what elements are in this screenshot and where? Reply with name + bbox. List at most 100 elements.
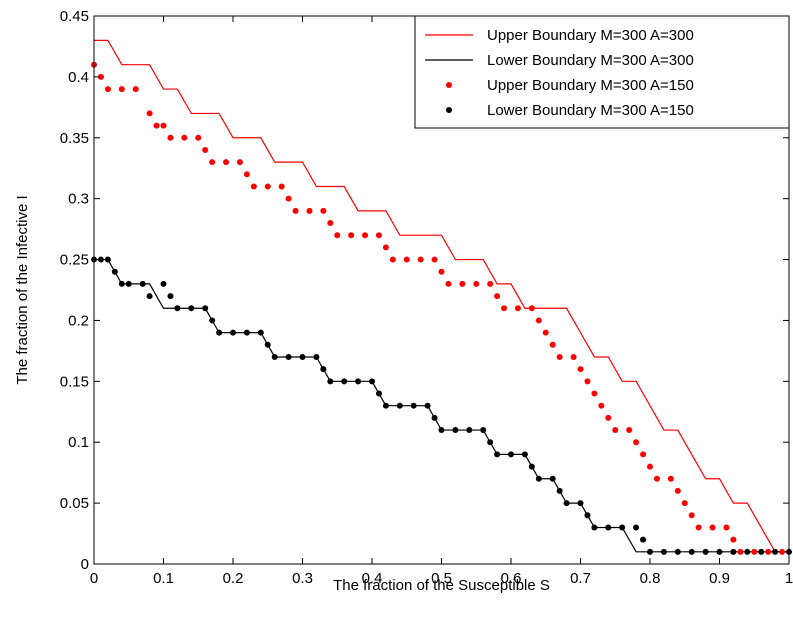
series-point-3 — [577, 500, 584, 507]
series-point-2 — [160, 122, 167, 129]
series-point-3 — [563, 500, 570, 507]
x-tick-label: 0.9 — [709, 570, 730, 587]
axis-ticks: 0 0.1 0.2 0.3 0.4 0.5 0.6 0.7 0.8 0.9 1 0 0.05 0.1 0.1… — [60, 8, 793, 587]
legend-label-0: Upper Boundary M=300 A=300 — [487, 27, 694, 44]
series-point-2 — [674, 487, 681, 494]
y-tick-label: 0.25 — [60, 252, 89, 269]
series-point-3 — [660, 548, 667, 555]
series-point-3 — [174, 305, 181, 312]
x-axis-label: The fraction of the Susceptible S — [333, 577, 550, 594]
series-point-2 — [688, 512, 695, 519]
series-point-3 — [209, 317, 216, 324]
series-point-2 — [236, 159, 243, 166]
series-point-2 — [612, 427, 619, 434]
series-point-2 — [535, 317, 542, 324]
series-point-3 — [494, 451, 501, 458]
series-point-3 — [688, 548, 695, 555]
x-tick-label: 0.4 — [362, 570, 383, 587]
series-point-2 — [501, 305, 508, 312]
series-point-2 — [153, 122, 160, 129]
series-point-2 — [264, 183, 271, 190]
series-point-2 — [348, 232, 355, 239]
y-tick-label: 0.1 — [68, 434, 89, 451]
series-point-2 — [709, 524, 716, 531]
series-point-3 — [188, 305, 195, 312]
series-line-1 — [94, 258, 789, 553]
series-point-3 — [139, 280, 146, 287]
series-point-3 — [355, 378, 362, 385]
series-point-2 — [375, 232, 382, 239]
series-point-2 — [445, 280, 452, 287]
legend-label-1: Lower Boundary M=300 A=300 — [487, 52, 694, 69]
series-point-3 — [431, 414, 438, 421]
y-tick-label: 0.4 — [68, 69, 89, 86]
series-point-2 — [223, 159, 230, 166]
legend-box — [414, 15, 790, 129]
series-point-2 — [118, 86, 125, 93]
series-point-2 — [132, 86, 139, 93]
series-point-3 — [97, 256, 104, 263]
x-tick-label: 0.2 — [223, 570, 244, 587]
series-point-2 — [528, 305, 535, 312]
series-point-3 — [772, 548, 779, 555]
series-point-3 — [438, 427, 445, 434]
series-point-2 — [167, 134, 174, 141]
series-point-2 — [431, 256, 438, 263]
series-point-2 — [591, 390, 598, 397]
series-point-2 — [549, 341, 556, 348]
series-point-2 — [382, 244, 389, 251]
series-point-2 — [459, 280, 466, 287]
series-point-2 — [243, 171, 250, 178]
series-point-3 — [327, 378, 334, 385]
series-point-2 — [681, 500, 688, 507]
series-point-3 — [125, 280, 132, 287]
series-point-3 — [396, 402, 403, 409]
series-point-3 — [243, 329, 250, 336]
series-point-3 — [264, 341, 271, 348]
series-point-3 — [633, 524, 640, 531]
series-point-3 — [257, 329, 264, 336]
series-point-3 — [369, 378, 375, 385]
series-point-2 — [195, 134, 202, 141]
x-tick-label: 0.8 — [640, 570, 661, 587]
series-point-3 — [640, 536, 647, 543]
series-point-2 — [417, 256, 424, 263]
series-point-3 — [674, 548, 681, 555]
series-point-3 — [271, 353, 278, 360]
series-point-2 — [584, 378, 591, 385]
series-point-2 — [779, 548, 786, 555]
series-point-2 — [209, 159, 216, 166]
series-point-2 — [104, 86, 111, 93]
series-point-3 — [556, 487, 563, 494]
series-point-3 — [320, 366, 327, 373]
series-point-3 — [230, 329, 236, 336]
series-point-2 — [285, 195, 292, 202]
series-point-2 — [556, 353, 563, 360]
series-point-2 — [695, 524, 702, 531]
series-point-3 — [480, 427, 487, 434]
y-tick-label: 0 — [81, 556, 89, 573]
series-point-3 — [410, 402, 417, 409]
series-point-3 — [167, 293, 174, 300]
x-tick-label: 1 — [785, 570, 793, 587]
series-point-2 — [598, 402, 605, 409]
series-point-3 — [521, 451, 528, 458]
series-point-2 — [647, 463, 653, 470]
legend-swatch-3 — [446, 107, 452, 113]
y-axis-label: The fraction of the Infective I — [14, 195, 31, 384]
y-tick-label: 0.05 — [60, 495, 89, 512]
series-point-3 — [584, 512, 591, 519]
series-point-3 — [605, 524, 612, 531]
series-point-3 — [299, 353, 306, 360]
series-point-2 — [389, 256, 396, 263]
plot-marks — [91, 39, 792, 555]
series-point-2 — [737, 548, 744, 555]
series-line-0 — [94, 39, 789, 553]
series-point-2 — [605, 414, 612, 421]
x-tick-label: 0 — [90, 570, 98, 587]
x-tick-label: 0.7 — [570, 570, 591, 587]
series-point-2 — [250, 183, 257, 190]
series-point-3 — [466, 427, 473, 434]
series-point-3 — [702, 548, 709, 555]
